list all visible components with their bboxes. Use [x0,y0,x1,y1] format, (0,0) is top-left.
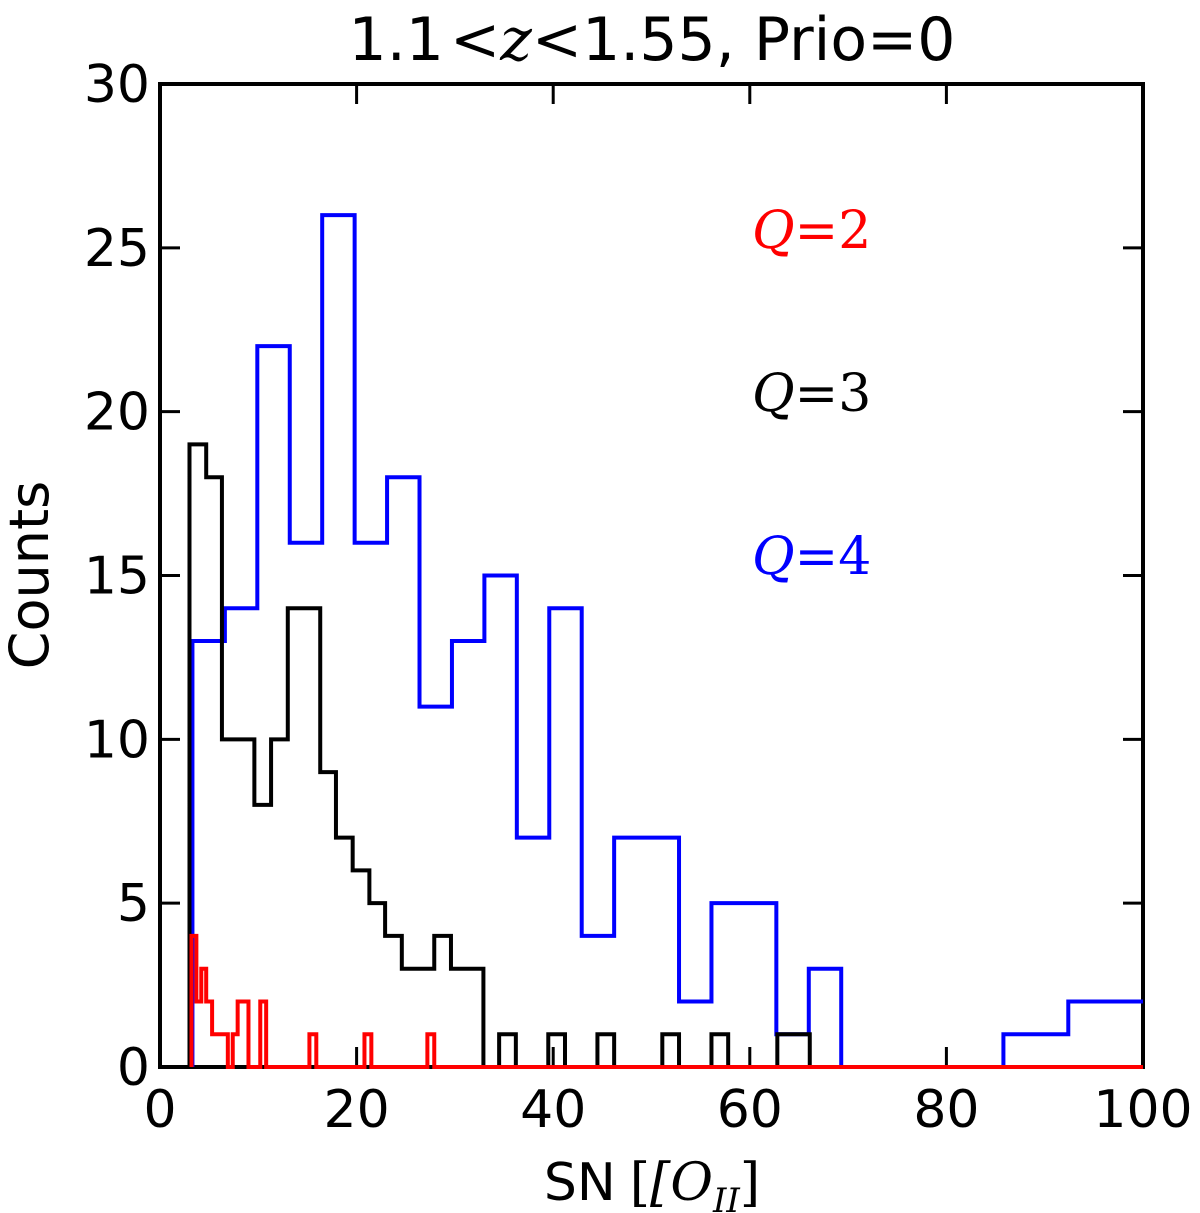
x-axis-label-o: [O [650,1153,713,1213]
legend: Q=2 Q=3 Q=4 [752,201,871,587]
title-lt-2: < [532,5,582,75]
y-tick-label: 10 [84,710,150,770]
title-z-var: z [499,5,532,75]
y-tick-label: 25 [84,219,150,279]
x-axis-label-sub: II [712,1181,740,1213]
y-tick-label: 15 [84,547,150,607]
x-tick-label: 100 [1093,1080,1192,1140]
series-q2 [189,933,1143,1069]
legend-q4-value: =4 [795,527,872,587]
y-tick-label: 20 [84,383,150,443]
title-prio: , Prio=0 [716,5,956,75]
title-z-low: 1.1 [349,5,444,75]
x-axis-label-oii: [ [630,1153,650,1213]
legend-q2: Q=2 [752,201,871,261]
plot-frame [158,82,1145,1069]
series-q4 [190,213,1143,1069]
x-axis-label-close: ] [740,1153,760,1213]
y-axis-label: Counts [0,481,61,670]
title-z-high: 1.55 [582,5,716,75]
axis-ticks: 0 20 40 60 80 100 0 5 10 15 20 25 30 [84,55,1193,1140]
y-tick-label: 0 [117,1038,150,1098]
x-axis-label-sn: SN [544,1153,616,1213]
x-tick-label: 80 [913,1080,979,1140]
x-tick-label: 40 [520,1080,586,1140]
x-axis-label: SN [[OII] [544,1153,760,1213]
legend-q4: Q=4 [752,527,871,587]
x-tick-label: 60 [717,1080,783,1140]
y-tick-label: 30 [84,55,150,115]
legend-q3: Q=3 [752,364,871,424]
title-lt-1: < [450,5,500,75]
legend-q3-value: =3 [795,364,872,424]
chart-title: 1.1 <z<1.55, Prio=0 [349,5,956,75]
series-q3 [187,442,1143,1069]
legend-q2-value: =2 [795,201,872,261]
x-tick-label: 0 [143,1080,176,1140]
y-tick-label: 5 [117,874,150,934]
histogram-series [187,213,1143,1069]
x-tick-label: 20 [324,1080,390,1140]
